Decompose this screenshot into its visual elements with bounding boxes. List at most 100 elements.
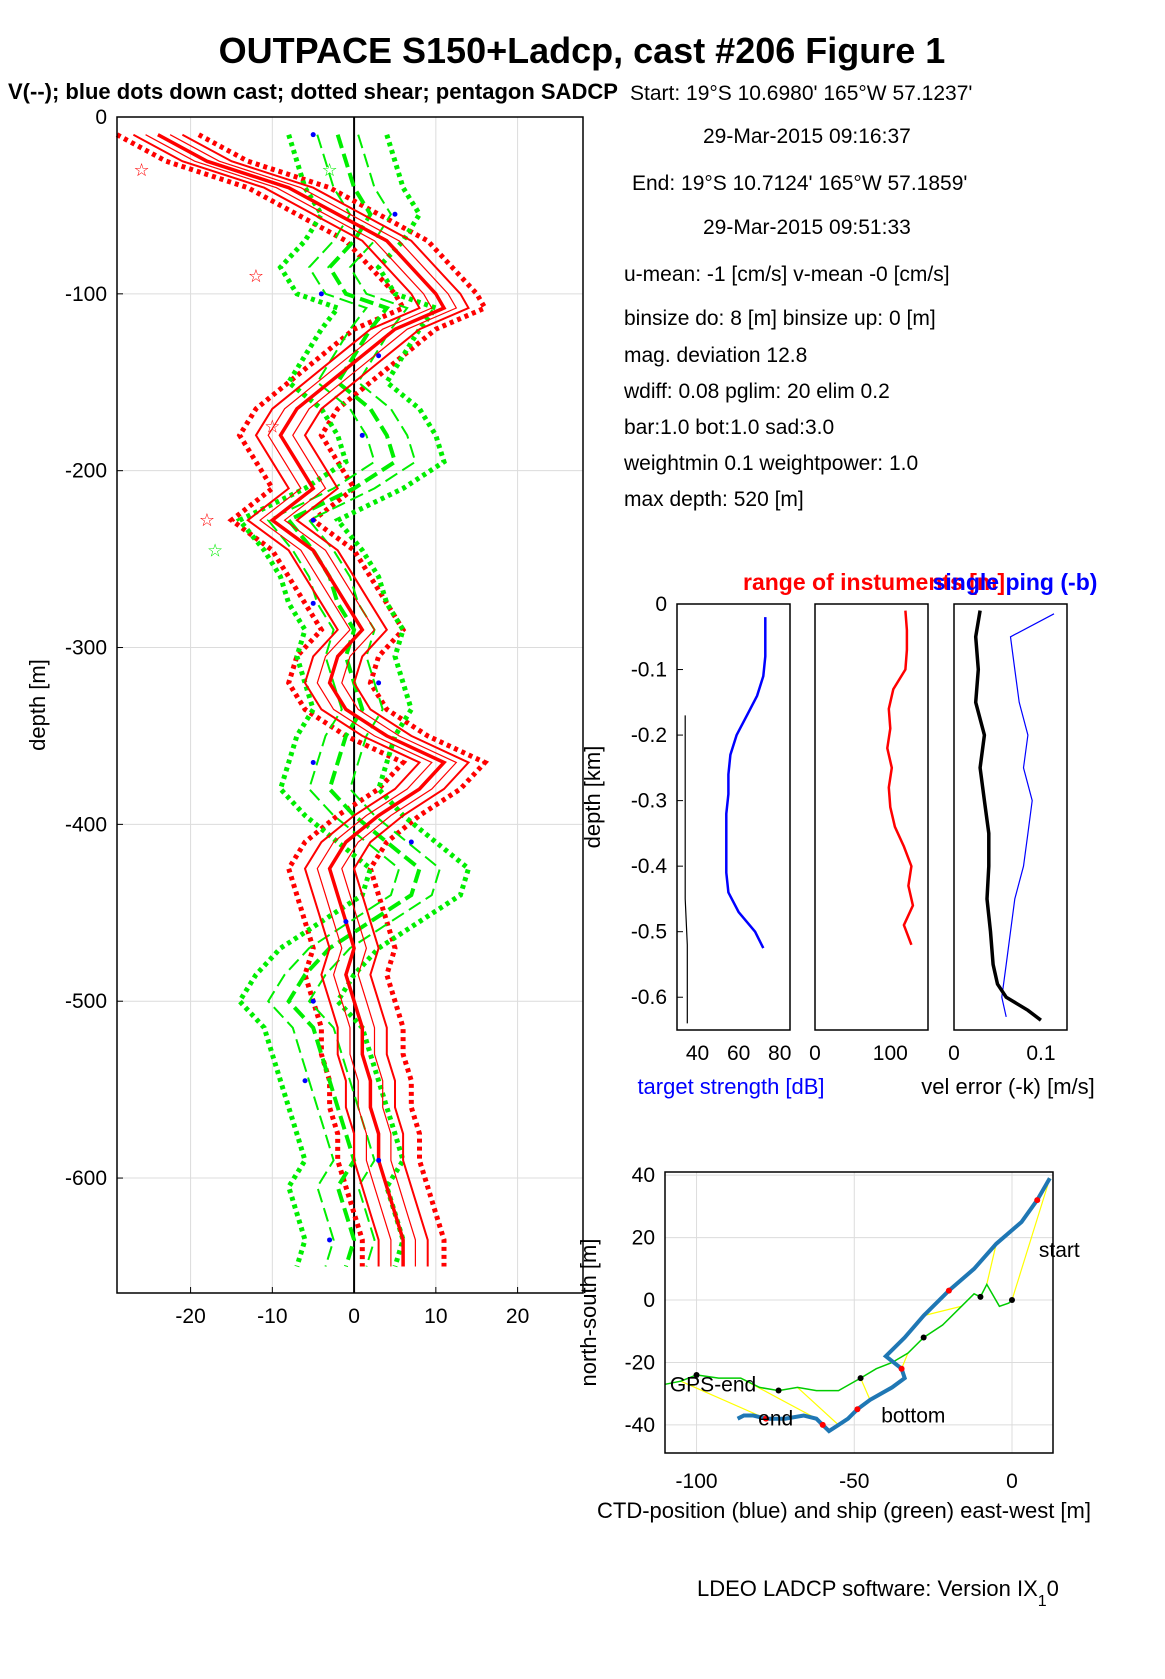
downcast-dot-6 (318, 291, 324, 297)
downcast-dot-12 (359, 432, 365, 438)
ytick-label--500: -500 (65, 990, 107, 1013)
track-ylabel: north-south [m] (576, 1239, 601, 1387)
v-profile-1 (307, 134, 442, 1267)
ship-marker-10 (857, 1375, 864, 1382)
track-link-21 (680, 1380, 767, 1420)
ts-ytick-label--0.3: -0.3 (631, 790, 667, 813)
vel-error-line (973, 610, 1042, 1022)
info-line-3: 29-Mar-2015 09:51:33 (703, 216, 911, 239)
instrument-range-panel: 0 100 range of instuments [m] (743, 569, 1005, 1065)
ytick-label--100: -100 (65, 283, 107, 306)
sadcp-v-marker-4: ☆ (207, 540, 223, 560)
downcast-dot-15 (310, 517, 316, 523)
track-link-3 (986, 1243, 997, 1285)
range-line (886, 610, 915, 946)
ts-xtick-label-40: 40 (686, 1042, 709, 1065)
figure-title: OUTPACE S150+Ladcp, cast #206 Figure 1 (219, 30, 946, 71)
downcast-dot-39 (376, 1157, 382, 1163)
info-line-10: max depth: 520 [m] (624, 488, 804, 511)
velocity-profile-panel: ☆ ☆☆☆☆☆-20 -10 0 10 200-100-200-300-400-500-6… (25, 106, 584, 1328)
u-profile-2 (132, 133, 422, 1267)
ctd-marker-17 (819, 1421, 826, 1428)
range-title: range of instuments [m] (743, 569, 1005, 595)
ytick-label--200: -200 (65, 460, 107, 483)
ctd-marker-1 (1034, 1197, 1041, 1204)
cast-info-block: Start: 19°S 10.6980' 165°W 57.1237' 29-Ma… (623, 82, 972, 511)
ts-ytick-label--0.4: -0.4 (631, 855, 668, 878)
u-shear-left (115, 132, 408, 1267)
downcast-dot-36 (302, 1078, 308, 1084)
downcast-dot-9 (376, 353, 382, 359)
downcast-dot-21 (376, 680, 382, 686)
range-frame (814, 603, 929, 1031)
track-ytick-label--40: -40 (625, 1414, 655, 1437)
ship-marker-2 (693, 1371, 700, 1378)
range-xtick-label-0: 0 (809, 1042, 821, 1065)
ts-ytick-label--0.6: -0.6 (631, 986, 667, 1009)
err-xtick-label-0.1: 0.1 (1026, 1042, 1055, 1065)
sadcp-v-marker-0: ☆ (321, 160, 337, 180)
ts-ylabel: depth [km] (580, 746, 605, 849)
ctd-marker-9 (898, 1365, 905, 1372)
ship-marker-18 (977, 1293, 984, 1300)
downcast-dot-42 (327, 1237, 333, 1243)
u-profile-0 (157, 133, 447, 1267)
track-ytick-label-0: 0 (643, 1289, 655, 1312)
ts-ytick-label-0: 0 (655, 593, 667, 616)
velocity-profile-frame (116, 116, 584, 1294)
info-line-5: binsize do: 8 [m] binsize up: 0 [m] (624, 307, 936, 330)
downcast-dot-0 (310, 132, 316, 138)
u-profile-3 (169, 134, 458, 1267)
track-ytick-label-40: 40 (632, 1164, 655, 1187)
ship-marker-22 (1008, 1297, 1015, 1304)
info-line-6: mag. deviation 12.8 (624, 344, 807, 367)
ts-ytick-label--0.1: -0.1 (631, 659, 667, 682)
software-version: LDEO LADCP software: Version IX10 (697, 1576, 1059, 1610)
v-profile-0 (285, 134, 422, 1268)
ytick-label--600: -600 (65, 1167, 107, 1190)
software-version-subscript: 1 (1038, 1593, 1047, 1610)
info-line-0: Start: 19°S 10.6980' 165°W 57.1237' (630, 82, 972, 105)
software-version-text: LDEO LADCP software: Version IX (697, 1576, 1038, 1601)
track-label-3: bottom (881, 1405, 945, 1428)
xtick-label--10: -10 (257, 1305, 287, 1328)
velocity-error-panel: 0 0.1 single ping (-b) vel error (-k) [m/s] (921, 569, 1097, 1099)
track-ytick-label--20: -20 (625, 1351, 655, 1374)
sadcp-u-marker-1: ☆ (248, 266, 264, 286)
ship-marker-14 (920, 1334, 927, 1341)
u-profile-4 (145, 134, 433, 1267)
sadcp-u-marker-3: ☆ (199, 510, 215, 530)
info-line-9: weightmin 0.1 weightpower: 1.0 (623, 452, 918, 475)
track-xtick-label--100: -100 (676, 1470, 718, 1493)
downcast-dot-3 (392, 211, 398, 217)
target-strength-low-line (684, 715, 688, 1024)
u-shear-right (197, 132, 490, 1267)
track-link-15 (797, 1386, 839, 1426)
ts-ytick-label--0.2: -0.2 (631, 724, 667, 747)
xtick-label--20: -20 (175, 1305, 205, 1328)
err-xtick-label-0: 0 (948, 1042, 960, 1065)
downcast-dot-18 (310, 600, 316, 606)
xtick-label-20: 20 (506, 1305, 529, 1328)
sadcp-u-marker-0: ☆ (133, 160, 149, 180)
velocity-ylabel: depth [m] (25, 659, 50, 751)
range-xtick-label-100: 100 (873, 1042, 908, 1065)
track-link-6 (923, 1305, 962, 1317)
err-title: single ping (-b) (933, 569, 1098, 595)
track-xtick-label-0: 0 (1006, 1470, 1018, 1493)
track-link-12 (860, 1377, 871, 1401)
ts-ytick-label--0.5: -0.5 (631, 921, 667, 944)
info-line-4: u-mean: -1 [cm/s] v-mean -0 [cm/s] (624, 263, 950, 286)
sadcp-u-marker-2: ☆ (264, 416, 280, 436)
downcast-dot-33 (310, 998, 316, 1004)
figure-subtitle: V(--); blue dots down cast; dotted shear… (8, 79, 618, 104)
ts-xtick-label-60: 60 (727, 1042, 750, 1065)
ytick-label--300: -300 (65, 637, 107, 660)
downcast-dot-30 (343, 919, 349, 925)
downcast-dot-24 (310, 759, 316, 765)
ship-track-line (664, 1282, 1013, 1392)
track-ytick-label-20: 20 (632, 1227, 655, 1250)
ctd-marker-13 (854, 1406, 861, 1413)
track-link-0 (1011, 1178, 1051, 1301)
